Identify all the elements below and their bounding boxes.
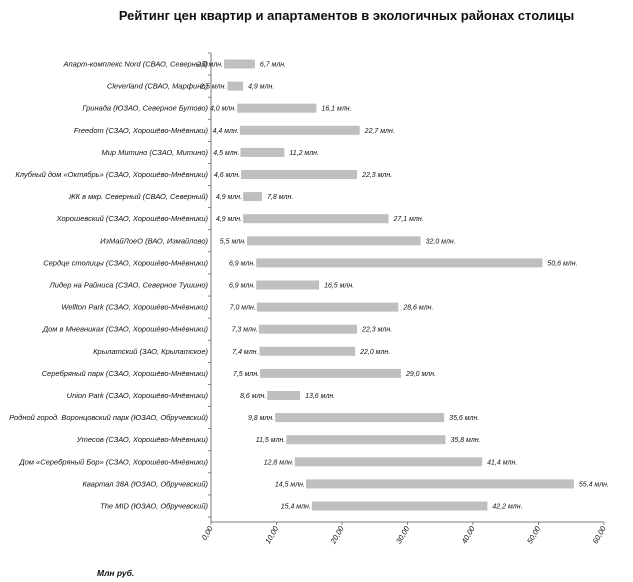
max-price-label: 11,2 млн. [289, 150, 319, 157]
category-label: Лидер на Райниса (СЗАО, Северное Тушино) [49, 281, 209, 290]
min-price-label: 5,5 млн. [220, 238, 246, 245]
price-range-bar [267, 391, 301, 400]
price-range-bar [258, 324, 358, 334]
price-range-bar [294, 457, 483, 467]
price-range-bar [311, 501, 488, 511]
x-tick-label: 60,00 [591, 524, 609, 545]
category-label: Union Park (СЗАО, Хорошёво-Мнёвники) [67, 391, 209, 400]
max-price-label: 4,9 млн. [248, 84, 274, 91]
x-tick-label: 30,00 [394, 524, 412, 545]
max-price-label: 22,0 млн. [359, 349, 390, 356]
category-label: Хорошевский (СЗАО, Хорошёво-Мнёвники) [56, 214, 209, 223]
x-tick-label: 20,00 [328, 524, 346, 546]
price-range-bar [247, 236, 421, 246]
max-price-label: 16,5 млн. [324, 283, 354, 290]
max-price-label: 35,6 млн. [449, 415, 479, 422]
price-range-bar [256, 258, 543, 268]
category-label: Утесов (СЗАО, Хорошёво-Мнёвники) [76, 435, 209, 444]
price-range-bar [256, 302, 399, 312]
x-tick-label: 40,00 [460, 524, 478, 545]
max-price-label: 22,3 млн. [361, 327, 392, 334]
price-range-bar [224, 59, 255, 69]
labels-layer: Апарт-комплекс Nord (СВАО, Северный)2,0 … [9, 60, 609, 511]
max-price-label: 16,1 млн. [321, 106, 351, 113]
price-range-bar [237, 103, 317, 113]
min-price-label: 6,9 млн. [229, 260, 255, 267]
min-price-label: 9,8 млн. [248, 415, 274, 422]
category-label: ИзМайЛоеО (ВАО, Измайлово) [100, 236, 208, 245]
price-range-bar [256, 280, 320, 290]
max-price-label: 50,6 млн. [547, 260, 577, 267]
min-price-label: 11,5 млн. [256, 437, 286, 444]
category-label: Серебряный парк (СЗАО, Хорошёво-Мнёвники… [42, 369, 209, 378]
min-price-label: 15,4 млн. [281, 504, 311, 511]
min-price-label: 8,6 млн. [240, 393, 266, 400]
category-label: Крылатский (ЗАО, Крылатское) [93, 347, 208, 356]
min-price-label: 6,9 млн. [229, 283, 255, 290]
category-label: Freedom (СЗАО, Хорошёво-Мнёвники) [74, 126, 209, 135]
max-price-label: 22,3 млн. [361, 172, 392, 179]
min-price-label: 2,0 млн. [196, 62, 223, 69]
min-price-label: 2,5 млн. [199, 84, 226, 91]
category-label: Дом «Серебряный Бор» (СЗАО, Хорошёво-Мнё… [18, 457, 208, 466]
x-tick-label: 0,00 [200, 524, 216, 542]
max-price-label: 32,0 млн. [426, 238, 456, 245]
min-price-label: 7,3 млн. [232, 327, 258, 334]
price-range-bar [227, 81, 244, 91]
max-price-label: 29,0 млн. [405, 371, 436, 378]
price-range-bar [240, 147, 285, 157]
category-label: Клубный дом «Октябрь» (СЗАО, Хорошёво-Мн… [15, 170, 208, 179]
min-price-label: 4,9 млн. [216, 194, 242, 201]
x-tick-label: 50,00 [525, 524, 543, 545]
min-price-label: 7,4 млн. [232, 349, 258, 356]
max-price-label: 22,7 млн. [364, 128, 395, 135]
max-price-label: 7,8 млн. [267, 194, 293, 201]
x-axis-unit-label: Млн руб. [97, 568, 135, 578]
price-range-bar [243, 192, 263, 202]
category-label: Cleverland (СВАО, Марфино) [107, 82, 209, 91]
max-price-label: 55,4 млн. [579, 481, 609, 488]
category-label: ЖК в мкр. Северный (СВАО, Северный) [68, 192, 209, 201]
price-range-bar [286, 435, 446, 445]
price-range-bar [241, 170, 358, 179]
max-price-label: 27,1 млн. [393, 216, 424, 223]
max-price-label: 41,4 млн. [487, 459, 517, 466]
min-price-label: 4,4 млн. [213, 128, 239, 135]
price-range-bar [260, 368, 401, 378]
max-price-label: 35,8 млн. [450, 437, 480, 444]
max-price-label: 6,7 млн. [260, 62, 286, 69]
category-label: Родной город. Воронцовский парк (ЮЗАО, О… [9, 413, 208, 422]
price-range-bar [275, 413, 445, 423]
min-price-label: 7,5 млн. [233, 371, 259, 378]
category-label: Сердце столицы (СЗАО, Хорошёво-Мнёвники) [43, 258, 208, 267]
price-range-bar [239, 125, 360, 135]
category-label: Дом в Мневниках (СЗАО, Хорошёво-Мнёвники… [42, 325, 209, 334]
category-label: Апарт-комплекс Nord (СВАО, Северный) [63, 60, 209, 69]
category-label: The MID (ЮЗАО, Обручевский) [100, 502, 208, 511]
min-price-label: 7,0 млн. [230, 305, 256, 312]
max-price-label: 28,6 млн. [402, 305, 433, 312]
min-price-label: 14,5 млн. [275, 481, 305, 488]
min-price-label: 4,0 млн. [210, 106, 236, 113]
price-range-bar [259, 346, 356, 356]
chart-title: Рейтинг цен квартир и апартаментов в эко… [118, 8, 575, 23]
max-price-label: 42,2 млн. [492, 504, 522, 511]
price-range-bar [305, 479, 574, 489]
min-price-label: 4,6 млн. [214, 172, 240, 179]
min-price-label: 4,9 млн. [216, 216, 242, 223]
min-price-label: 12,8 млн. [264, 459, 294, 466]
bars-layer [224, 59, 574, 511]
category-label: Гринада (ЮЗАО, Северное Бутово) [82, 104, 208, 113]
min-price-label: 4,5 млн. [213, 150, 239, 157]
category-label: Wellton Park (СЗАО, Хорошёво-Мнёвники) [61, 303, 208, 312]
x-tick-label: 10,00 [263, 524, 281, 545]
max-price-label: 13,6 млн. [305, 393, 335, 400]
category-label: Квартал 38А (ЮЗАО, Обручевский) [82, 479, 208, 488]
price-range-bar [243, 214, 389, 224]
category-label: Мир Митино (СЗАО, Митино) [101, 148, 208, 157]
